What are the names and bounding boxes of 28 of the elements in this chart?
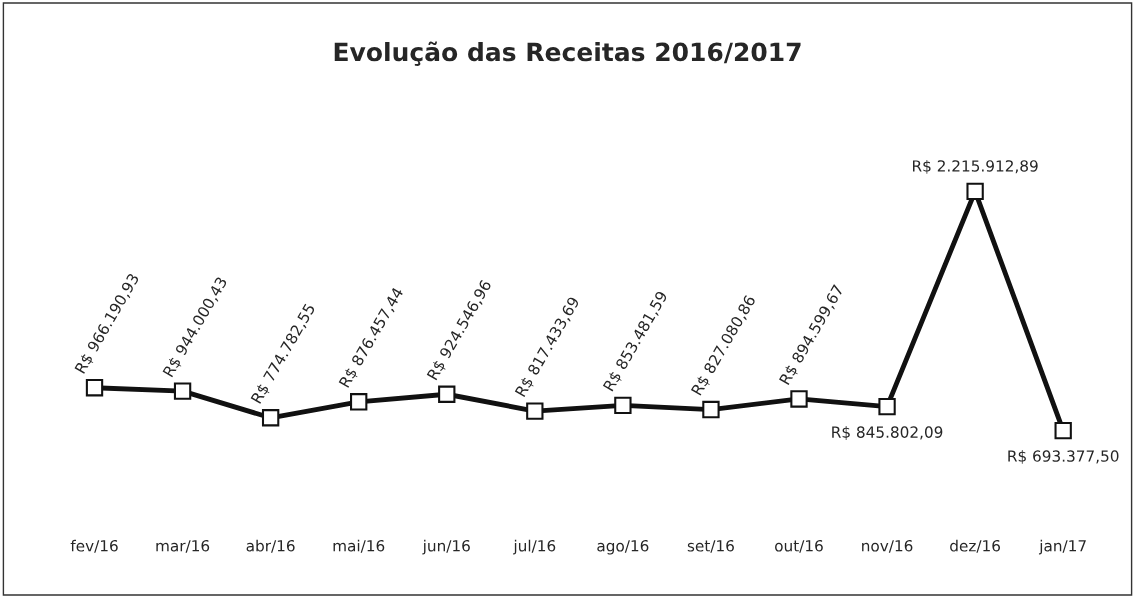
x-tick-label: mar/16 — [156, 540, 210, 553]
data-label: R$ 693.377,50 — [1008, 450, 1119, 464]
point — [966, 182, 984, 201]
chart-title: Evolução das Receitas 2016/2017 — [334, 41, 801, 66]
point — [261, 409, 280, 427]
point — [702, 400, 720, 419]
point — [438, 385, 456, 403]
point — [350, 393, 368, 411]
point — [614, 396, 632, 415]
point — [878, 397, 896, 416]
data-label: R$ 2.215.912,89 — [913, 159, 1038, 174]
point — [1054, 421, 1072, 440]
x-tick-label: fev/16 — [70, 539, 118, 553]
x-tick-label: out/16 — [775, 540, 823, 553]
x-tick-label: jun/16 — [422, 539, 470, 555]
x-tick-label: nov/16 — [862, 540, 913, 553]
point — [173, 382, 192, 400]
x-tick-label: jan/17 — [1038, 539, 1086, 555]
point — [526, 402, 544, 420]
point — [790, 390, 808, 408]
data-label: R$ 845.802,09 — [832, 426, 943, 440]
x-tick-label: mai/16 — [333, 539, 385, 553]
point — [85, 379, 104, 397]
x-tick-label: dez/16 — [950, 539, 1001, 553]
x-tick-label: ago/16 — [597, 540, 649, 555]
x-tick-label: jul/16 — [513, 539, 556, 555]
x-tick-label: abr/16 — [246, 539, 295, 553]
x-tick-label: set/16 — [687, 540, 734, 553]
